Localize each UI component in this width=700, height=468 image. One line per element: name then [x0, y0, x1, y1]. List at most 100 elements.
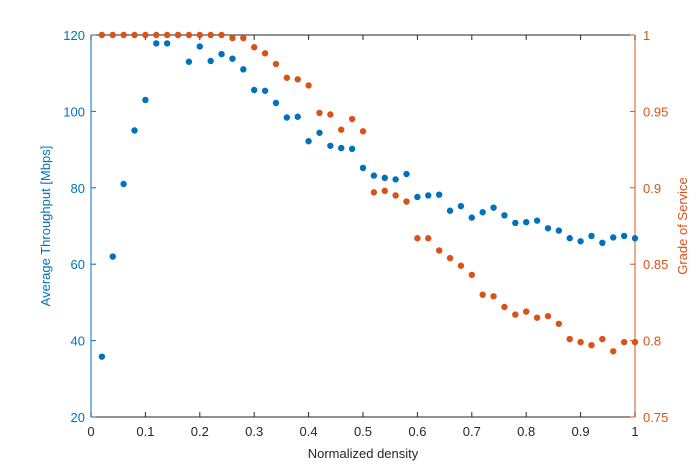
x-tick-label: 0.9 — [572, 424, 590, 439]
y-right-axis-label: Grade of Service — [675, 177, 690, 275]
throughput-point — [131, 127, 138, 134]
y-right-axis-ticks: 0.75 0.8 0.85 0.9 0.95 1 — [630, 28, 668, 425]
throughput-point — [577, 238, 584, 245]
grade-of-service-point — [620, 338, 628, 346]
series-grade-of-service — [98, 31, 639, 355]
grade-of-service-point — [153, 31, 160, 39]
y-left-tick-label: 80 — [71, 181, 85, 196]
throughput-point — [327, 142, 334, 149]
x-axis-label: Normalized density — [308, 446, 419, 461]
grade-of-service-point — [468, 271, 475, 279]
grade-of-service-point — [599, 335, 606, 343]
grade-of-service-point — [479, 291, 486, 298]
throughput-point — [620, 232, 628, 240]
throughput-point — [468, 214, 475, 221]
throughput-point — [98, 353, 106, 360]
throughput-point — [446, 207, 454, 214]
y-right-tick-label: 0.9 — [643, 181, 661, 196]
grade-of-service-point — [544, 312, 552, 320]
grade-of-service-point — [359, 128, 367, 135]
x-tick-label: 0.8 — [517, 424, 535, 439]
throughput-point — [523, 218, 530, 226]
grade-of-service-point — [523, 308, 530, 315]
x-tick-label: 0.1 — [136, 424, 154, 439]
throughput-point — [359, 164, 367, 172]
y-left-axis-ticks: 20 40 60 80 100 120 — [63, 28, 96, 425]
grade-of-service-point — [490, 293, 497, 300]
throughput-point — [338, 144, 345, 152]
throughput-point — [261, 87, 269, 94]
y-right-tick-label: 0.75 — [643, 410, 668, 425]
throughput-point — [631, 235, 639, 242]
grade-of-service-point — [381, 187, 388, 195]
grade-of-service-point — [196, 31, 203, 39]
grade-of-service-point — [501, 303, 508, 311]
throughput-point — [599, 239, 606, 247]
throughput-point — [533, 217, 541, 224]
grade-of-service-point — [251, 44, 258, 51]
grade-of-service-point — [588, 341, 595, 349]
x-tick-label: 0.7 — [463, 424, 481, 439]
grade-of-service-point — [577, 338, 584, 346]
grade-of-service-point — [610, 348, 617, 355]
grade-of-service-point — [305, 82, 312, 89]
throughput-point — [392, 176, 399, 183]
throughput-point — [283, 114, 291, 121]
x-tick-label: 0.4 — [300, 424, 318, 439]
x-axis-ticks: 0 0.1 0.2 0.3 0.4 0.5 0.6 0.7 0.8 0.9 1 — [87, 35, 639, 439]
throughput-point — [305, 137, 312, 145]
x-tick-label: 0.6 — [408, 424, 426, 439]
y-left-tick-label: 20 — [71, 410, 85, 425]
throughput-point — [490, 204, 497, 211]
y-right-tick-label: 0.95 — [643, 104, 668, 119]
throughput-point — [142, 96, 149, 104]
throughput-point — [207, 57, 214, 65]
throughput-point — [544, 225, 552, 232]
throughput-point — [479, 209, 486, 216]
throughput-point — [229, 55, 236, 62]
grade-of-service-point — [512, 311, 519, 318]
throughput-point — [457, 202, 465, 210]
throughput-point — [588, 232, 595, 240]
grade-of-service-point — [240, 34, 247, 42]
throughput-point — [555, 227, 563, 234]
grade-of-service-point — [207, 31, 214, 39]
x-tick-label: 0.3 — [245, 424, 263, 439]
series-throughput — [98, 31, 639, 360]
grade-of-service-point — [98, 31, 106, 39]
throughput-point — [153, 40, 160, 47]
throughput-point — [185, 58, 193, 65]
grade-of-service-point — [425, 235, 432, 242]
throughput-point — [163, 40, 171, 47]
y-left-tick-label: 120 — [63, 28, 85, 43]
throughput-point — [435, 191, 443, 198]
grade-of-service-point — [457, 262, 465, 269]
throughput-point — [109, 253, 116, 260]
grade-of-service-point — [631, 338, 639, 346]
x-tick-label: 1 — [631, 424, 638, 439]
y-right-tick-label: 0.8 — [643, 334, 661, 349]
plot-frame — [90, 34, 636, 418]
grade-of-service-point — [229, 34, 236, 42]
y-left-axis-label: Average Throughput [Mbps] — [38, 146, 53, 307]
throughput-point — [316, 129, 323, 136]
grade-of-service-point — [348, 115, 356, 123]
grade-of-service-point — [283, 74, 291, 81]
throughput-point — [512, 219, 519, 227]
throughput-point — [370, 172, 378, 179]
grade-of-service-point — [414, 235, 421, 242]
grade-of-service-point — [555, 320, 563, 327]
plot-area — [91, 35, 635, 417]
grade-of-service-point — [163, 31, 171, 39]
y-left-tick-label: 100 — [63, 104, 85, 119]
grade-of-service-point — [218, 31, 225, 39]
throughput-point — [425, 192, 432, 199]
grade-of-service-point — [533, 314, 541, 321]
grade-of-service-point — [370, 189, 378, 196]
throughput-point — [566, 235, 573, 242]
grade-of-service-point — [435, 247, 443, 254]
throughput-point — [272, 99, 280, 107]
throughput-point — [218, 50, 225, 58]
grade-of-service-point — [294, 76, 301, 83]
x-tick-label: 0.2 — [191, 424, 209, 439]
